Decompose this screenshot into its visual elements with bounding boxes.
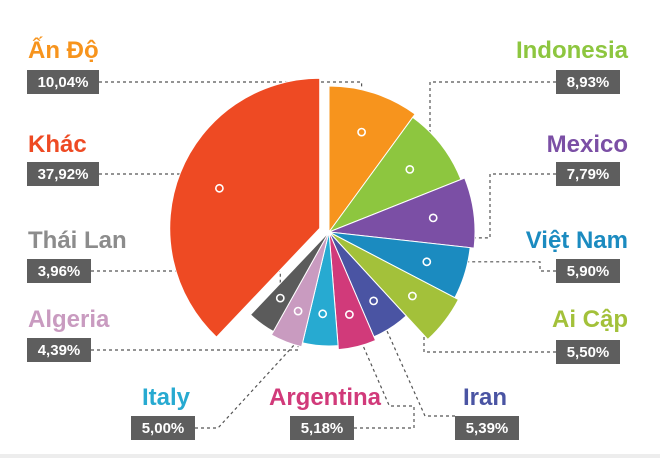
value-label-indonesia: 8,93%	[567, 74, 610, 91]
pie-slice-algeria	[270, 231, 330, 348]
value-box-an-do	[27, 70, 99, 94]
pie-slice-khac	[169, 77, 321, 338]
slice-marker-an-do	[357, 127, 366, 137]
value-box-thai-lan	[27, 259, 91, 283]
leader-line-indonesia	[429, 81, 556, 170]
value-label-algeria: 4,39%	[38, 342, 81, 359]
slice-marker-mexico	[428, 213, 438, 223]
value-box-mexico	[556, 162, 620, 186]
leader-line-iran	[373, 300, 455, 417]
value-box-algeria	[27, 338, 91, 362]
leader-line-italy	[195, 313, 324, 429]
label-italy: Italy	[142, 384, 191, 411]
slice-marker-iran	[369, 296, 378, 306]
slice-marker-algeria	[293, 306, 303, 316]
label-argentina: Argentina	[269, 384, 382, 411]
value-label-mexico: 7,79%	[567, 166, 610, 183]
leader-line-viet-nam	[426, 261, 556, 272]
value-box-ai-cap	[556, 340, 620, 364]
label-khac: Khác	[28, 131, 87, 158]
value-box-indonesia	[556, 70, 620, 94]
bottom-divider	[0, 454, 660, 458]
pie-slice-thai-lan	[249, 231, 330, 333]
value-label-italy: 5,00%	[142, 420, 185, 437]
label-indonesia: Indonesia	[516, 37, 629, 64]
value-box-khac	[27, 162, 99, 186]
value-label-iran: 5,39%	[466, 420, 509, 437]
value-label-argentina: 5,18%	[301, 420, 344, 437]
pie-slice-an-do	[328, 85, 416, 234]
label-algeria: Algeria	[28, 306, 110, 333]
value-box-argentina	[290, 416, 354, 440]
pie-slice-indonesia	[327, 116, 462, 234]
pie-slice-mexico	[328, 177, 476, 249]
label-iran: Iran	[463, 384, 507, 411]
slice-marker-indonesia	[405, 164, 415, 174]
value-box-viet-nam	[556, 259, 620, 283]
slice-marker-argentina	[344, 310, 354, 319]
value-label-an-do: 10,04%	[38, 74, 89, 91]
pie-slice-argentina	[328, 231, 377, 351]
value-box-italy	[131, 416, 195, 440]
label-viet-nam: Việt Nam	[526, 227, 628, 254]
slice-labels: Ấn Độ 10,04% Indonesia 8,93% Mexico 7,79% Việt…	[27, 36, 629, 440]
pie-slice-ai-cap	[328, 231, 460, 341]
value-label-viet-nam: 5,90%	[567, 263, 610, 280]
slice-marker-thai-lan	[275, 293, 285, 303]
label-ai-cap: Ai Cập	[552, 306, 628, 333]
slice-markers	[214, 127, 438, 319]
label-thai-lan: Thái Lan	[28, 227, 127, 254]
label-an-do: Ấn Độ	[28, 36, 99, 64]
slice-marker-viet-nam	[422, 257, 432, 267]
slice-marker-khac	[214, 183, 224, 193]
pie-slices	[169, 77, 476, 351]
value-box-iran	[455, 416, 519, 440]
slice-marker-ai-cap	[407, 291, 417, 301]
slice-marker-italy	[318, 309, 328, 319]
value-label-khac: 37,92%	[38, 166, 89, 183]
leader-line-argentina	[348, 314, 415, 429]
value-label-thai-lan: 3,96%	[38, 263, 81, 280]
label-mexico: Mexico	[547, 131, 628, 158]
value-label-ai-cap: 5,50%	[567, 344, 610, 361]
